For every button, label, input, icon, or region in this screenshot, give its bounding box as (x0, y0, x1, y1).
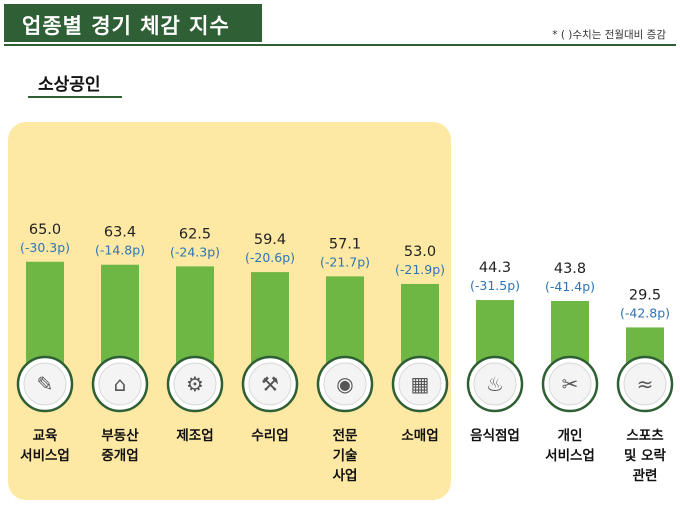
value-label: 59.4 (254, 232, 286, 248)
svg-text:⌂: ⌂ (114, 372, 127, 396)
value-label: 44.3 (479, 260, 511, 276)
svg-text:⚒: ⚒ (261, 372, 279, 396)
title-divider (4, 44, 676, 46)
shop-boxes-icon: ▦ (391, 355, 449, 413)
value-label: 65.0 (29, 222, 61, 238)
change-label: (-14.8p) (95, 243, 145, 258)
change-label: (-24.3p) (170, 244, 220, 259)
category-label: 서비스업 (545, 448, 595, 464)
section-label: 소상공인 (38, 75, 101, 95)
footnote: * ( )수치는 전월대비 증감 (552, 29, 666, 41)
category-label: 관련 (633, 467, 658, 484)
svg-text:⚙: ⚙ (186, 372, 204, 396)
change-label: (-30.3p) (20, 240, 70, 255)
category-label: 교육 (33, 428, 58, 444)
page-title: 업종별 경기 체감 지수 (22, 14, 230, 38)
category-label: 수리업 (251, 428, 288, 444)
highlight-panel (8, 122, 451, 500)
category-label: 사업 (333, 468, 358, 484)
factory-worker-icon: ⚙ (166, 355, 224, 413)
category-label: 기술 (333, 448, 358, 464)
camera-operator-icon: ◉ (316, 355, 374, 413)
restaurant-icon: ♨ (466, 355, 524, 413)
value-label: 62.5 (179, 226, 211, 242)
svg-text:≈: ≈ (637, 372, 654, 396)
change-label: (-31.5p) (470, 278, 520, 293)
category-label: 서비스업 (20, 448, 70, 464)
category-label: 스포츠 (626, 428, 664, 444)
change-label: (-41.4p) (545, 279, 595, 294)
swimmer-icon: ≈ (616, 355, 674, 413)
hairdresser-icon: ✂ (541, 355, 599, 413)
value-label: 63.4 (104, 225, 136, 241)
change-label: (-21.7p) (320, 254, 370, 269)
category-label: 개인 (558, 427, 583, 444)
title-box: 업종별 경기 체감 지수 (4, 4, 262, 42)
svg-text:✂: ✂ (562, 372, 579, 396)
value-label: 53.0 (404, 244, 436, 260)
category-label: 부동산 (101, 427, 139, 444)
realtor-icon: ⌂ (91, 355, 149, 413)
teacher-icon: ✎ (16, 355, 74, 413)
svg-text:▦: ▦ (411, 372, 430, 396)
svg-text:♨: ♨ (486, 372, 504, 396)
category-label: 음식점업 (470, 427, 520, 444)
category-label: 소매업 (401, 428, 438, 444)
category-label: 제조업 (176, 428, 213, 444)
section-underline (28, 96, 122, 98)
svg-text:✎: ✎ (37, 372, 54, 396)
change-label: (-20.6p) (245, 250, 295, 265)
value-label: 57.1 (329, 236, 361, 252)
category-label: 및 오락 (624, 447, 667, 464)
change-label: (-42.8p) (620, 305, 670, 320)
svg-text:◉: ◉ (336, 372, 353, 396)
change-label: (-21.9p) (395, 262, 445, 277)
repair-worker-icon: ⚒ (241, 355, 299, 413)
category-label: 전문 (333, 427, 358, 444)
value-label: 29.5 (629, 287, 661, 303)
category-label: 중개업 (101, 448, 138, 464)
value-label: 43.8 (554, 261, 586, 277)
